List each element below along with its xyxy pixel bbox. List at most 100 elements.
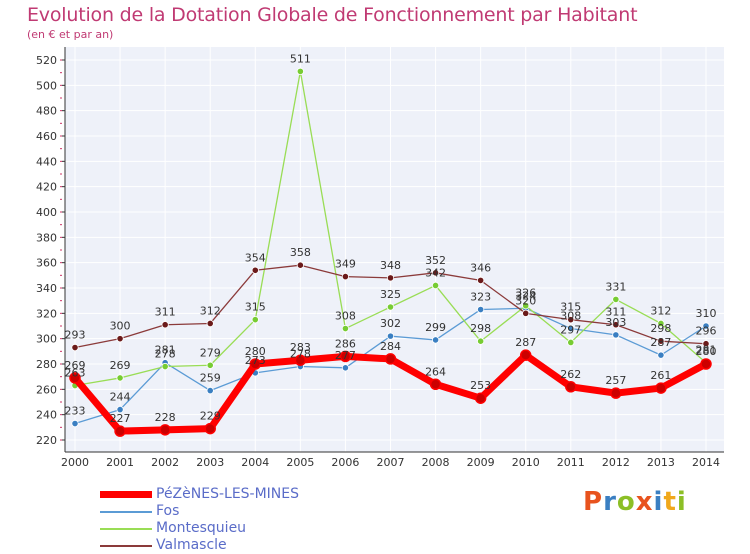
- data-label: 298: [650, 322, 671, 335]
- data-label: 287: [650, 336, 671, 349]
- data-label: 277: [335, 349, 356, 362]
- data-label: 312: [650, 304, 671, 317]
- data-label: 310: [696, 307, 717, 320]
- data-label: 264: [425, 365, 446, 378]
- y-tick-label: 480: [36, 105, 57, 118]
- data-point: [386, 332, 395, 340]
- x-tick-label: 2012: [602, 456, 630, 469]
- data-point: [612, 321, 620, 329]
- data-point: [431, 336, 440, 344]
- data-label: 354: [245, 251, 266, 264]
- data-point: [161, 321, 169, 329]
- data-label: 303: [605, 316, 626, 329]
- data-point: [384, 353, 397, 365]
- data-label: 279: [200, 346, 221, 359]
- logo-letter: P: [583, 487, 604, 517]
- logo-letter: i: [676, 487, 687, 517]
- data-label: 342: [425, 266, 446, 279]
- legend-item: Valmascle: [100, 537, 360, 554]
- data-point: [386, 274, 395, 282]
- data-label: 269: [110, 359, 131, 372]
- data-point: [206, 361, 214, 369]
- data-point: [700, 358, 712, 370]
- data-label: 261: [650, 369, 671, 382]
- logo-letter: x: [635, 487, 654, 517]
- data-point: [116, 335, 124, 343]
- y-tick-label: 360: [36, 257, 57, 270]
- data-label: 233: [65, 405, 86, 418]
- data-label: 262: [560, 368, 581, 381]
- data-label: 281: [696, 344, 717, 357]
- x-tick-label: 2006: [331, 456, 359, 469]
- data-point: [657, 351, 665, 359]
- x-tick-label: 2014: [692, 456, 720, 469]
- x-tick-label: 2003: [196, 456, 224, 469]
- data-label: 280: [245, 345, 266, 358]
- data-point: [116, 374, 124, 382]
- chart-subtitle: (en € et par an): [27, 28, 114, 41]
- data-point: [204, 422, 216, 435]
- legend-label: PéZèNES-LES-MINES: [156, 486, 300, 502]
- data-point: [702, 340, 710, 348]
- data-label: 287: [515, 336, 536, 349]
- data-point: [522, 309, 530, 317]
- legend-swatch: [100, 545, 152, 547]
- data-label: 311: [605, 306, 626, 319]
- data-point: [477, 276, 485, 284]
- data-point: [702, 322, 710, 330]
- legend-swatch: [100, 528, 152, 530]
- x-tick-label: 2009: [467, 456, 495, 469]
- chart-title: Evolution de la Dotation Globale de Fonc…: [27, 4, 638, 26]
- data-label: 273: [245, 354, 266, 367]
- x-tick-label: 2005: [286, 456, 314, 469]
- y-tick-label: 420: [36, 181, 57, 194]
- x-tick-label: 2010: [512, 456, 540, 469]
- data-point: [296, 67, 304, 76]
- data-label: 511: [290, 52, 311, 65]
- data-label: 257: [605, 374, 626, 387]
- logo-letter: i: [653, 487, 664, 517]
- data-point: [159, 424, 171, 436]
- data-point: [341, 324, 350, 333]
- x-tick-label: 2004: [241, 456, 269, 469]
- x-tick-label: 2000: [61, 456, 89, 469]
- x-tick-label: 2001: [106, 456, 134, 469]
- data-label: 297: [560, 323, 581, 336]
- legend: PéZèNES-LES-MINES Fos Montesquieu Valmascle: [100, 486, 360, 554]
- y-tick-label: 280: [36, 358, 57, 371]
- y-tick-label: 460: [36, 130, 57, 143]
- data-point: [431, 281, 440, 290]
- y-tick-label: 220: [36, 434, 57, 447]
- data-point: [429, 378, 442, 391]
- proxiti-logo: Proxiti: [583, 487, 687, 517]
- y-tick-label: 520: [36, 54, 57, 67]
- data-point: [206, 319, 214, 328]
- data-point: [69, 372, 81, 384]
- data-point: [116, 405, 124, 414]
- data-point: [657, 337, 665, 345]
- data-point: [206, 386, 214, 395]
- data-label: 315: [245, 301, 266, 314]
- logo-letter: t: [663, 487, 677, 517]
- y-tick-label: 300: [36, 333, 57, 346]
- data-point: [431, 269, 440, 277]
- data-point: [657, 319, 665, 328]
- x-tick-label: 2002: [151, 456, 179, 469]
- legend-swatch: [100, 491, 152, 498]
- data-point: [612, 331, 620, 339]
- data-point: [161, 362, 169, 371]
- data-label: 299: [425, 321, 446, 334]
- data-point: [610, 387, 622, 399]
- data-label: 269: [65, 359, 86, 372]
- data-label: 280: [696, 345, 717, 358]
- data-label: 281: [155, 344, 176, 357]
- data-label: 346: [470, 261, 491, 274]
- y-tick-label: 340: [36, 282, 57, 295]
- logo-letter: r: [603, 487, 617, 517]
- data-label: 293: [65, 329, 86, 342]
- data-label: 325: [380, 288, 401, 301]
- data-label: 253: [470, 379, 491, 392]
- data-point: [339, 350, 352, 363]
- legend-item: Montesquieu: [100, 520, 360, 537]
- data-label: 228: [155, 411, 176, 424]
